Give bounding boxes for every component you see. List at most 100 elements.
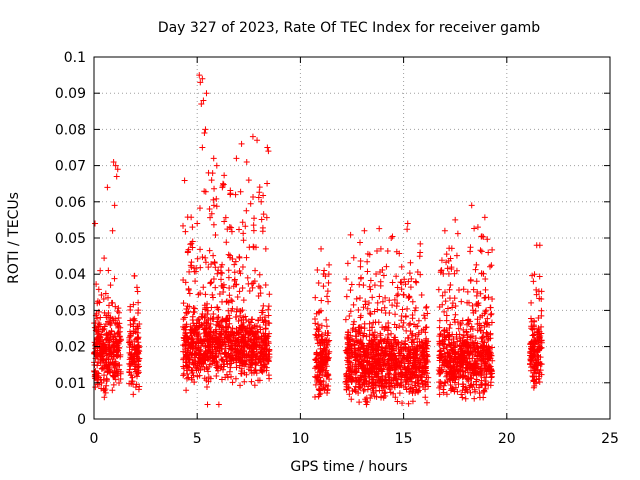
data-point	[477, 356, 484, 363]
data-point	[446, 286, 453, 293]
data-point	[401, 360, 408, 367]
data-point	[324, 357, 331, 364]
data-point	[129, 374, 136, 381]
data-point	[98, 345, 105, 352]
data-point	[366, 251, 373, 258]
data-point	[220, 180, 226, 187]
data-point	[257, 326, 264, 333]
data-point	[318, 360, 325, 367]
data-point	[365, 299, 372, 306]
data-point	[398, 279, 405, 286]
data-point	[483, 361, 490, 368]
data-point	[235, 339, 242, 346]
data-point	[424, 310, 431, 317]
data-point	[391, 334, 398, 341]
data-point	[441, 379, 448, 386]
data-point	[191, 308, 198, 315]
data-point	[409, 398, 416, 405]
data-point	[366, 379, 373, 386]
data-point	[406, 294, 413, 301]
data-point	[352, 333, 359, 340]
data-point	[344, 329, 351, 336]
data-point	[228, 373, 235, 380]
data-point	[469, 302, 476, 309]
data-point	[379, 387, 386, 394]
data-point	[367, 395, 374, 402]
data-point	[464, 299, 471, 306]
chart-title: Day 327 of 2023, Rate Of TEC Index for r…	[158, 20, 540, 36]
data-point	[446, 354, 453, 361]
data-point	[358, 325, 365, 332]
data-point	[451, 316, 458, 323]
data-point	[344, 344, 351, 351]
data-point	[111, 346, 118, 353]
data-point	[314, 326, 321, 333]
data-point	[412, 382, 419, 389]
data-point	[241, 348, 248, 355]
data-point	[482, 294, 489, 301]
data-point	[180, 300, 187, 307]
data-point	[369, 331, 376, 338]
data-point	[183, 323, 190, 330]
data-point	[203, 383, 210, 390]
data-point	[536, 242, 543, 249]
data-point	[324, 372, 331, 379]
data-point	[195, 354, 202, 361]
data-point	[229, 298, 236, 305]
data-point	[231, 269, 238, 276]
data-point	[314, 267, 321, 274]
data-point	[322, 369, 329, 376]
x-tick-label: 10	[291, 431, 309, 447]
data-point	[219, 270, 226, 277]
data-point	[253, 360, 260, 367]
data-point	[395, 369, 402, 376]
data-point	[255, 194, 262, 201]
data-point	[262, 281, 269, 288]
data-point	[110, 158, 117, 165]
data-point	[95, 334, 102, 341]
data-point	[486, 322, 493, 329]
data-point	[481, 295, 488, 302]
data-point	[361, 386, 368, 393]
data-point	[487, 371, 494, 378]
data-point	[255, 317, 262, 324]
data-point	[442, 352, 449, 359]
data-point	[210, 202, 217, 209]
data-point	[347, 287, 354, 294]
data-point	[103, 375, 110, 382]
data-point	[487, 365, 494, 372]
data-point	[265, 372, 272, 379]
data-point	[134, 343, 141, 350]
data-point	[101, 255, 108, 262]
data-point	[208, 177, 215, 184]
data-point	[111, 275, 118, 282]
data-point	[257, 284, 264, 291]
data-point	[236, 362, 243, 369]
data-point	[257, 290, 264, 297]
data-point	[135, 299, 142, 306]
data-point	[92, 220, 99, 227]
x-tick-label: 20	[498, 431, 516, 447]
data-point	[342, 378, 349, 385]
data-point	[488, 374, 495, 381]
data-point	[224, 361, 231, 368]
data-point	[529, 373, 536, 380]
data-point	[489, 296, 496, 303]
data-point	[373, 271, 380, 278]
data-point	[343, 347, 350, 354]
data-point	[534, 356, 541, 363]
data-point	[353, 295, 360, 302]
data-point	[342, 316, 349, 323]
data-point	[388, 377, 395, 384]
data-point	[472, 266, 479, 273]
data-point	[190, 357, 197, 364]
data-point	[451, 344, 458, 351]
data-point	[190, 329, 197, 336]
data-point	[347, 341, 354, 348]
data-point	[326, 348, 333, 355]
data-point	[130, 391, 137, 398]
data-point	[180, 222, 187, 229]
data-point	[220, 366, 226, 373]
data-point	[95, 286, 102, 293]
data-point	[256, 189, 263, 196]
